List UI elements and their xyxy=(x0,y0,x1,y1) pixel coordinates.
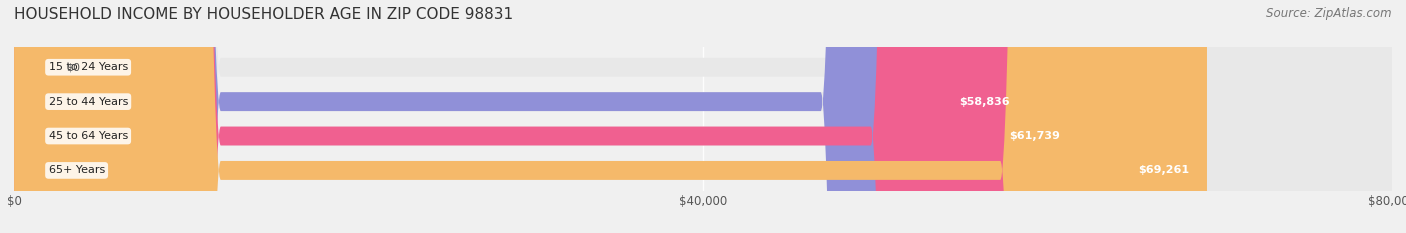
Text: $0: $0 xyxy=(66,62,80,72)
FancyBboxPatch shape xyxy=(14,0,1392,233)
Text: $61,739: $61,739 xyxy=(1010,131,1060,141)
Text: 25 to 44 Years: 25 to 44 Years xyxy=(48,97,128,107)
Text: $58,836: $58,836 xyxy=(959,97,1010,107)
FancyBboxPatch shape xyxy=(14,0,1206,233)
FancyBboxPatch shape xyxy=(14,0,1392,233)
FancyBboxPatch shape xyxy=(14,0,1392,233)
FancyBboxPatch shape xyxy=(14,0,1077,233)
Text: 15 to 24 Years: 15 to 24 Years xyxy=(48,62,128,72)
Text: HOUSEHOLD INCOME BY HOUSEHOLDER AGE IN ZIP CODE 98831: HOUSEHOLD INCOME BY HOUSEHOLDER AGE IN Z… xyxy=(14,7,513,22)
FancyBboxPatch shape xyxy=(14,0,1392,233)
Text: 65+ Years: 65+ Years xyxy=(48,165,105,175)
FancyBboxPatch shape xyxy=(14,0,1028,233)
Text: $69,261: $69,261 xyxy=(1139,165,1189,175)
Text: 45 to 64 Years: 45 to 64 Years xyxy=(48,131,128,141)
Text: Source: ZipAtlas.com: Source: ZipAtlas.com xyxy=(1267,7,1392,20)
